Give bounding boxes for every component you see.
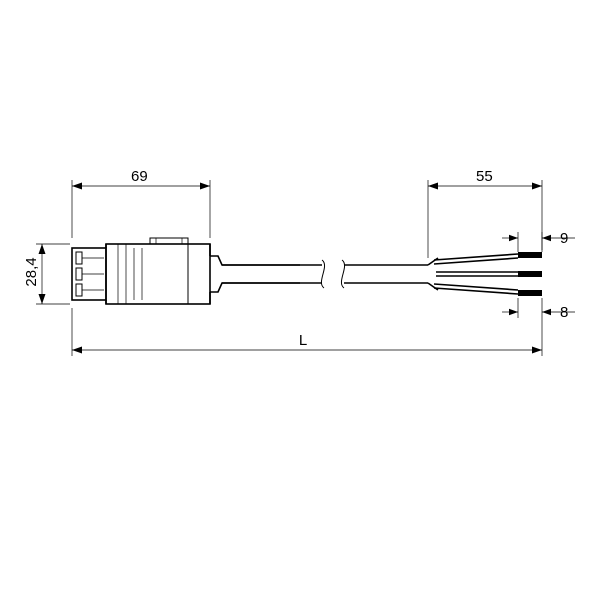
dim-stripped-length: 55: [428, 168, 542, 258]
dim-connector-length: 69: [72, 168, 210, 238]
dim-overall-length-value: L: [299, 332, 307, 349]
dim-wire-end-b-value: 8: [560, 304, 568, 321]
dim-connector-length-value: 69: [131, 168, 148, 185]
dim-connector-height: 28,4: [23, 244, 70, 304]
dim-wire-end-b: 8: [502, 298, 575, 321]
dim-wire-end-a-value: 9: [560, 230, 568, 247]
dim-stripped-length-value: 55: [476, 168, 493, 185]
dim-connector-height-value: 28,4: [23, 257, 40, 286]
stripped-wires: [434, 252, 542, 296]
dim-wire-end-a: 9: [502, 230, 575, 252]
cable: [222, 258, 438, 290]
connector-body: [72, 238, 300, 304]
dim-overall-length: L: [72, 308, 542, 356]
